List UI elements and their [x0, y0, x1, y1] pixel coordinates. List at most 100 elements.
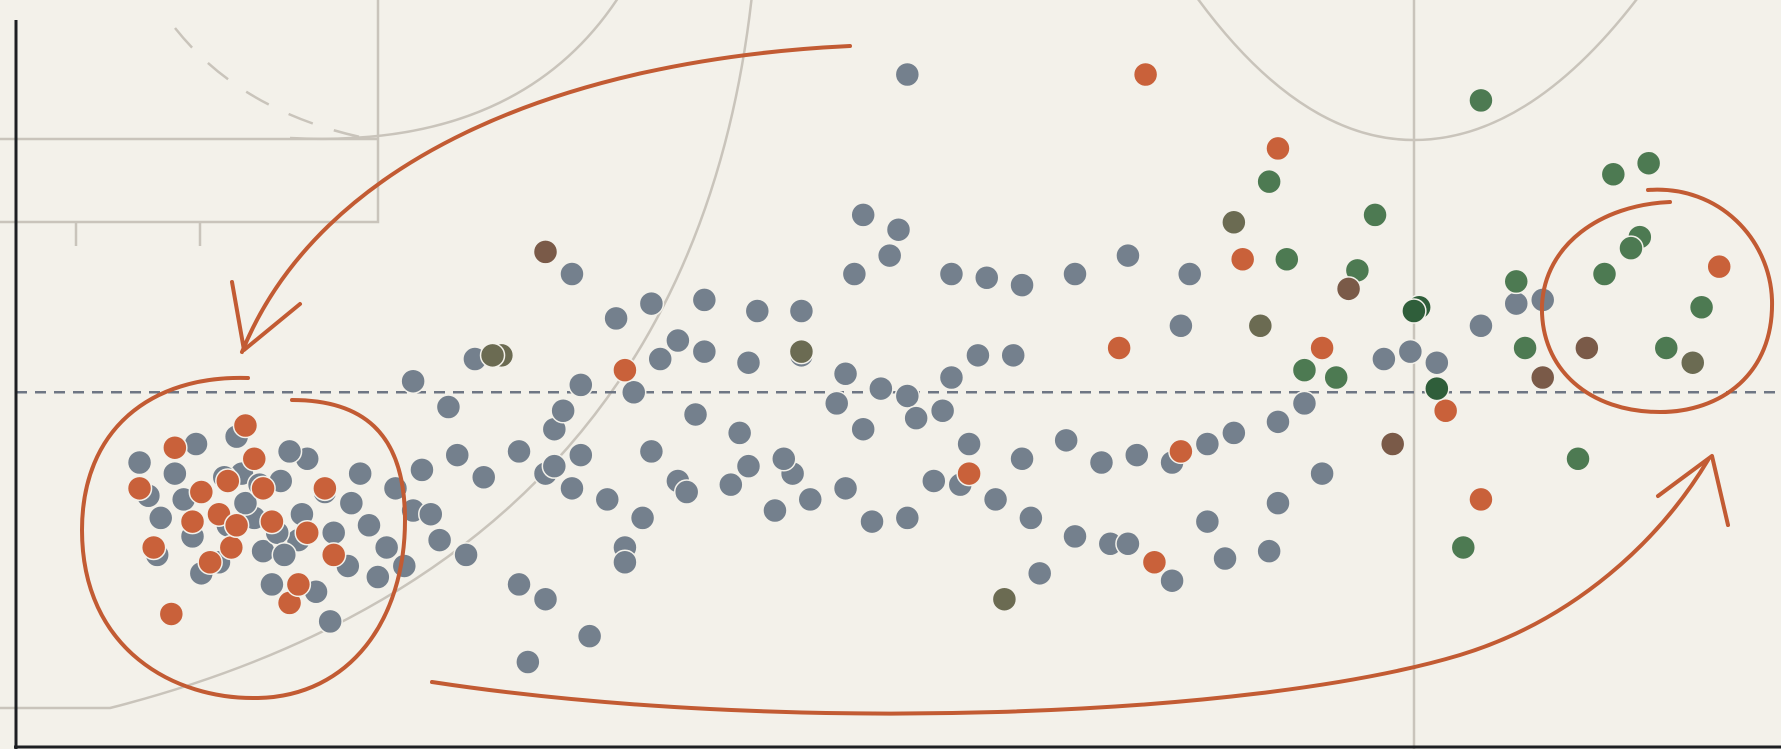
data-point	[232, 412, 259, 439]
data-point	[735, 453, 762, 479]
data-point	[568, 442, 594, 468]
data-point	[320, 542, 347, 568]
data-point	[1468, 87, 1494, 114]
data-point	[1468, 313, 1494, 339]
court-background	[0, 0, 1638, 749]
data-point	[894, 505, 921, 531]
data-point	[162, 460, 188, 487]
data-point	[1635, 150, 1662, 176]
data-point	[1401, 298, 1427, 324]
annotations	[80, 44, 1775, 716]
data-point	[894, 61, 921, 88]
data-point	[479, 342, 506, 369]
data-point	[673, 479, 700, 505]
data-point	[965, 342, 991, 369]
data-point	[691, 338, 718, 365]
data-point	[1468, 486, 1494, 513]
data-point	[559, 261, 585, 287]
data-point	[320, 519, 347, 546]
data-point	[885, 216, 912, 243]
data-point	[894, 383, 921, 409]
data-point	[1529, 364, 1556, 391]
data-point	[1159, 567, 1185, 594]
data-point	[929, 398, 956, 424]
data-point	[841, 261, 868, 287]
data-point	[250, 475, 276, 502]
left-cluster-circle	[80, 375, 407, 701]
data-point	[647, 346, 673, 372]
data-point	[1424, 375, 1450, 402]
court-key-arc	[289, 0, 619, 141]
data-point	[506, 438, 532, 465]
data-point	[532, 239, 559, 265]
data-point	[294, 519, 320, 546]
data-point	[1512, 335, 1538, 361]
data-point	[1274, 246, 1300, 273]
data-point	[1309, 335, 1335, 361]
data-point	[1291, 390, 1318, 417]
data-point	[418, 501, 444, 527]
data-point	[832, 475, 859, 502]
data-point	[1124, 442, 1150, 468]
data-point	[470, 464, 497, 491]
data-point	[1115, 531, 1141, 557]
data-point	[532, 586, 559, 612]
data-point	[338, 490, 365, 516]
right-cluster-circle	[1539, 187, 1775, 414]
data-point	[1256, 538, 1282, 564]
data-point	[218, 534, 245, 561]
data-point	[453, 542, 479, 568]
data-point	[956, 460, 982, 487]
data-point	[1565, 446, 1591, 472]
data-point	[982, 486, 1009, 513]
curved-arrow-to-right-cluster	[430, 458, 1710, 716]
curved-arrow-to-left-cluster	[240, 44, 852, 354]
data-point	[365, 564, 391, 590]
data-point	[215, 468, 241, 494]
data-point	[1168, 438, 1194, 465]
data-point	[1503, 290, 1529, 317]
data-point	[903, 405, 929, 431]
data-point	[762, 497, 788, 524]
data-point	[1141, 549, 1168, 575]
data-point	[1229, 246, 1256, 273]
data-point	[1371, 346, 1397, 372]
data-point	[1309, 460, 1335, 487]
data-point	[276, 438, 303, 465]
data-point	[1618, 235, 1644, 261]
data-point	[1000, 342, 1026, 369]
data-point	[1424, 349, 1450, 376]
data-point	[1009, 272, 1035, 298]
court-center-circle	[1197, 0, 1638, 142]
data-point	[638, 290, 665, 317]
data-point	[603, 305, 629, 332]
data-point	[568, 372, 594, 398]
data-point	[788, 338, 815, 365]
data-point	[797, 486, 823, 513]
data-point	[1688, 294, 1715, 321]
data-point	[140, 534, 167, 561]
data-point	[162, 434, 188, 461]
data-point	[621, 379, 647, 406]
data-point	[1265, 135, 1291, 162]
data-point	[259, 571, 285, 598]
data-point	[126, 449, 153, 476]
data-point	[435, 394, 462, 420]
data-point	[612, 357, 638, 383]
data-point	[850, 416, 876, 442]
data-point	[1168, 313, 1194, 339]
data-point	[515, 649, 541, 675]
data-point	[1221, 420, 1247, 446]
data-point	[1062, 523, 1088, 550]
data-point	[576, 623, 603, 649]
data-point	[426, 527, 453, 553]
data-point	[541, 453, 568, 479]
data-point	[1379, 431, 1406, 457]
data-point	[1018, 505, 1044, 531]
data-point	[1335, 276, 1362, 302]
data-point	[1194, 431, 1221, 457]
data-point	[1106, 335, 1132, 361]
data-point	[726, 420, 753, 446]
data-point	[1706, 253, 1732, 280]
data-point	[158, 601, 185, 627]
